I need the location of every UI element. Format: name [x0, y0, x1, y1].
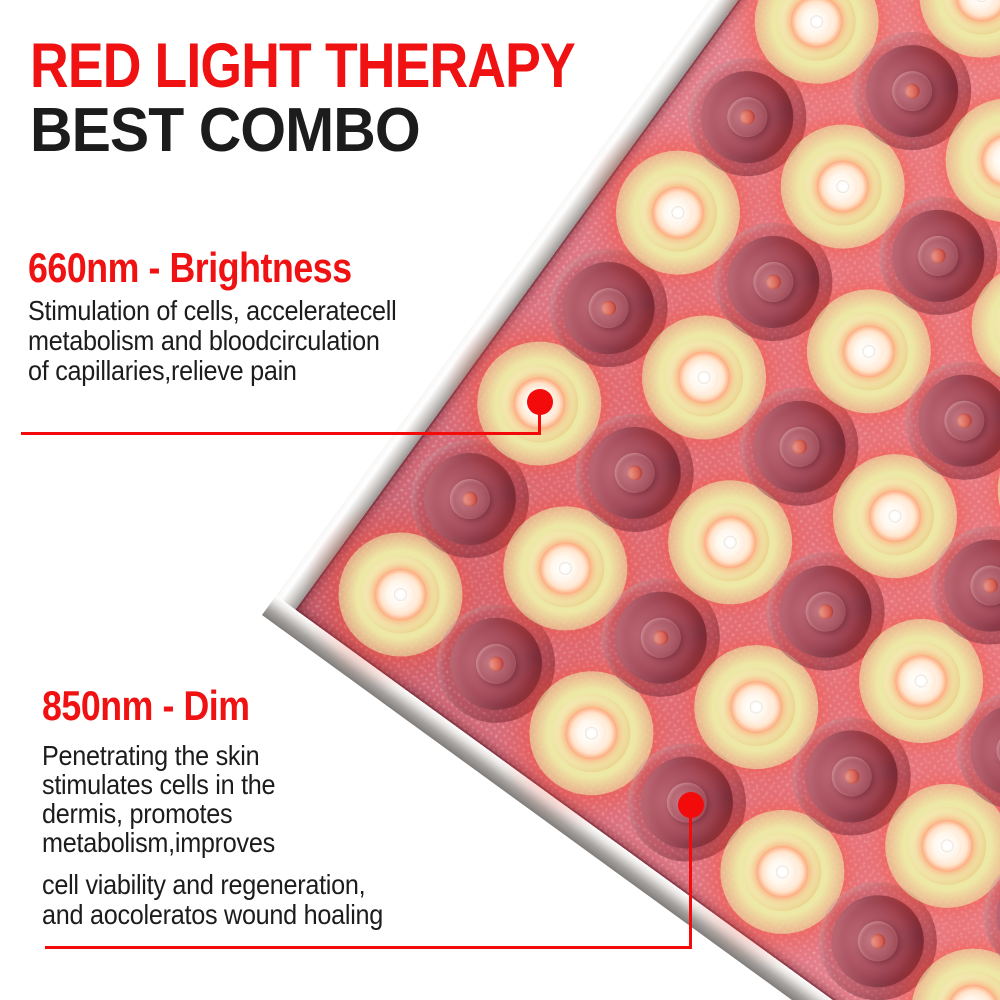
callout-850-line-vertical — [689, 805, 692, 949]
section-850-body-2: cell viability and regeneration, and aoc… — [42, 870, 383, 930]
section-850-body-line: dermis, promotes — [42, 798, 233, 829]
callout-660-dot — [527, 389, 553, 415]
callout-660-line-vertical — [538, 402, 541, 435]
section-850-body: Penetrating the skin stimulates cells in… — [42, 740, 276, 858]
callout-850-line-horizontal — [45, 946, 691, 949]
section-850-body-line: Penetrating the skin — [42, 740, 260, 771]
main-title: RED LIGHT THERAPY — [30, 31, 576, 101]
section-660-heading: 660nm - Brightness — [28, 244, 352, 291]
section-660-body-line: of capillaries,relieve pain — [28, 355, 297, 386]
callout-850-dot — [678, 792, 704, 818]
section-850-body-line: cell viability and regeneration, — [42, 869, 366, 900]
section-850-body-line: stimulates cells in the — [42, 769, 276, 800]
sub-title: BEST COMBO — [30, 96, 421, 165]
section-660-body-line: Stimulation of cells, acceleratecell — [28, 295, 397, 326]
section-660-body-line: metabolism and bloodcirculation — [28, 325, 380, 356]
section-850-heading: 850nm - Dim — [42, 682, 250, 729]
section-660-body: Stimulation of cells, acceleratecell met… — [28, 295, 397, 386]
section-850-body-line: and aocoleratos wound hoaling — [42, 899, 384, 930]
callout-660-line-horizontal — [21, 432, 541, 435]
section-850-body-line: metabolism,improves — [42, 827, 275, 858]
